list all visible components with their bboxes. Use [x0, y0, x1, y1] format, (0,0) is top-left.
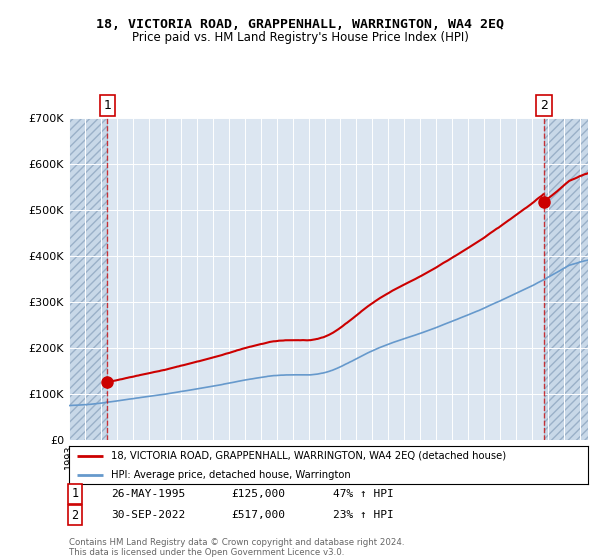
Text: Contains HM Land Registry data © Crown copyright and database right 2024.
This d: Contains HM Land Registry data © Crown c…	[69, 538, 404, 557]
Text: HPI: Average price, detached house, Warrington: HPI: Average price, detached house, Warr…	[110, 470, 350, 480]
Text: 1: 1	[71, 487, 79, 501]
Text: 18, VICTORIA ROAD, GRAPPENHALL, WARRINGTON, WA4 2EQ: 18, VICTORIA ROAD, GRAPPENHALL, WARRINGT…	[96, 18, 504, 31]
Text: 23% ↑ HPI: 23% ↑ HPI	[333, 510, 394, 520]
Text: 18, VICTORIA ROAD, GRAPPENHALL, WARRINGTON, WA4 2EQ (detached house): 18, VICTORIA ROAD, GRAPPENHALL, WARRINGT…	[110, 451, 506, 461]
Text: £517,000: £517,000	[231, 510, 285, 520]
Text: £125,000: £125,000	[231, 489, 285, 499]
Text: 47% ↑ HPI: 47% ↑ HPI	[333, 489, 394, 499]
Bar	[69, 118, 107, 440]
Text: Price paid vs. HM Land Registry's House Price Index (HPI): Price paid vs. HM Land Registry's House …	[131, 31, 469, 44]
Bar	[544, 118, 588, 440]
Text: 2: 2	[71, 508, 79, 522]
Text: 2: 2	[540, 99, 548, 112]
Text: 30-SEP-2022: 30-SEP-2022	[111, 510, 185, 520]
Text: 1: 1	[103, 99, 111, 112]
Text: 26-MAY-1995: 26-MAY-1995	[111, 489, 185, 499]
